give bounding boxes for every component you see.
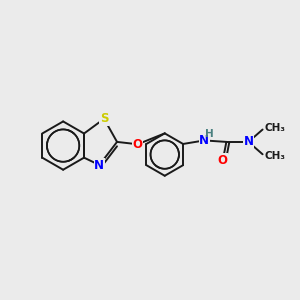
Text: N: N	[94, 158, 104, 172]
Text: CH₃: CH₃	[264, 151, 285, 161]
Text: O: O	[218, 154, 228, 167]
Text: S: S	[100, 112, 108, 125]
Text: N: N	[199, 134, 209, 147]
Text: N: N	[244, 135, 254, 148]
Text: CH₃: CH₃	[264, 123, 285, 133]
Text: H: H	[205, 129, 214, 139]
Text: O: O	[133, 138, 142, 151]
